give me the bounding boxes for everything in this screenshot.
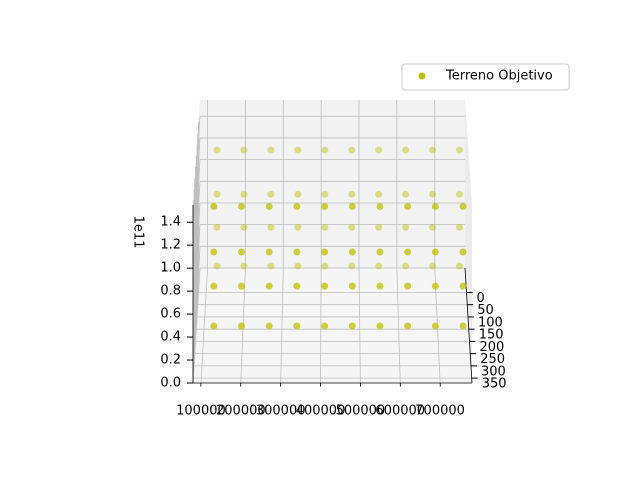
point (321, 323, 328, 330)
point (321, 224, 328, 231)
z-tick-label: 0.0 (160, 376, 181, 391)
z-tick-label: 0.8 (160, 284, 181, 299)
point (210, 203, 217, 210)
point (429, 147, 436, 154)
point (240, 147, 247, 154)
z-tick-label: 1.0 (160, 261, 181, 276)
point (294, 191, 301, 198)
point (402, 191, 409, 198)
point (460, 283, 467, 290)
point (210, 248, 217, 255)
point (238, 248, 245, 255)
point (349, 283, 356, 290)
point (376, 283, 383, 290)
back-pane (200, 100, 465, 268)
point (240, 224, 247, 231)
point (432, 203, 439, 210)
point (294, 224, 301, 231)
point (376, 248, 383, 255)
z-tick-label: 0.6 (160, 307, 181, 322)
point (402, 147, 409, 154)
point (267, 191, 274, 198)
point (460, 323, 467, 330)
point (432, 248, 439, 255)
point (321, 248, 328, 255)
z-tick-label: 1.4 (160, 215, 181, 230)
point (456, 147, 463, 154)
point (432, 283, 439, 290)
point (321, 203, 328, 210)
point (376, 203, 383, 210)
point (375, 263, 382, 270)
point (460, 203, 467, 210)
z-tick-label: 1.2 (160, 238, 181, 253)
point (348, 147, 355, 154)
point (214, 147, 221, 154)
point (404, 283, 411, 290)
point (349, 248, 356, 255)
point (240, 191, 247, 198)
point (267, 224, 274, 231)
point (210, 283, 217, 290)
point (429, 191, 436, 198)
point (349, 323, 356, 330)
y-tick-label: 350 (482, 377, 507, 392)
point (266, 248, 273, 255)
point (429, 224, 436, 231)
point (238, 323, 245, 330)
point (266, 203, 273, 210)
point (293, 283, 300, 290)
point (348, 191, 355, 198)
point (240, 263, 247, 270)
point (456, 263, 463, 270)
point (375, 224, 382, 231)
point (404, 248, 411, 255)
point (375, 147, 382, 154)
point (293, 203, 300, 210)
point (266, 323, 273, 330)
legend-label: Terreno Objetivo (445, 69, 553, 84)
legend-marker (419, 73, 426, 80)
point (294, 263, 301, 270)
point (349, 203, 356, 210)
point (321, 147, 328, 154)
point (348, 224, 355, 231)
point (321, 283, 328, 290)
z-tick-label: 0.2 (160, 353, 181, 368)
point (210, 323, 217, 330)
point (460, 248, 467, 255)
point (321, 191, 328, 198)
point (432, 323, 439, 330)
point (267, 263, 274, 270)
point (429, 263, 436, 270)
point (402, 263, 409, 270)
point (456, 191, 463, 198)
point (402, 224, 409, 231)
point (376, 323, 383, 330)
z-offset-label: 1e11 (131, 216, 146, 249)
point (214, 224, 221, 231)
point (294, 147, 301, 154)
point (214, 263, 221, 270)
z-tick-label: 0.4 (160, 330, 181, 345)
point (404, 203, 411, 210)
point (375, 191, 382, 198)
point (238, 203, 245, 210)
point (214, 191, 221, 198)
x-tick-label: 700000 (415, 404, 465, 419)
point (238, 283, 245, 290)
point (267, 147, 274, 154)
point (348, 263, 355, 270)
point (266, 283, 273, 290)
point (321, 263, 328, 270)
point (404, 323, 411, 330)
point (293, 323, 300, 330)
point (293, 248, 300, 255)
point (456, 224, 463, 231)
